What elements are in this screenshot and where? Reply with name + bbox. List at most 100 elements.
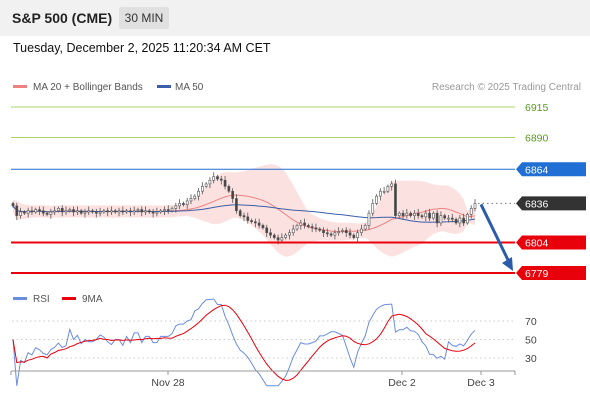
candle xyxy=(367,210,371,230)
candle-body xyxy=(272,234,276,238)
rsi-legend-swatch xyxy=(13,297,27,300)
candle xyxy=(45,211,49,217)
rsi-ma-legend-swatch xyxy=(62,297,76,300)
candle xyxy=(254,218,257,228)
candle-body xyxy=(466,214,469,224)
candle xyxy=(170,206,174,213)
level-tag xyxy=(516,162,586,177)
ma50-legend-label: MA 50 xyxy=(175,82,204,93)
level-tag xyxy=(516,196,586,211)
candle-body xyxy=(45,212,49,215)
candle xyxy=(257,218,261,229)
candle xyxy=(219,175,223,185)
level-pivot: 6864 xyxy=(11,162,586,177)
candle xyxy=(242,212,246,222)
interval-button[interactable]: 30 MIN xyxy=(119,7,169,29)
candle xyxy=(401,210,405,220)
candle-body xyxy=(197,190,200,197)
candle xyxy=(322,227,325,237)
candle xyxy=(94,208,98,218)
candle xyxy=(458,215,462,228)
candle-body xyxy=(49,211,53,215)
candle xyxy=(26,207,30,218)
candle xyxy=(318,227,322,233)
candle xyxy=(15,202,19,220)
candle-body xyxy=(182,203,185,205)
candle-body xyxy=(397,212,401,216)
candle-body xyxy=(352,234,356,238)
candle xyxy=(469,205,473,219)
candle xyxy=(185,197,189,209)
candle xyxy=(443,213,447,220)
candle-body xyxy=(155,211,159,214)
candle-body xyxy=(38,209,41,212)
candle-body xyxy=(378,190,382,197)
candle xyxy=(19,207,22,219)
ma20-legend-label: MA 20 + Bollinger Bands xyxy=(33,82,143,93)
candle xyxy=(314,223,318,233)
candle-body xyxy=(405,212,409,216)
candle-body xyxy=(291,228,295,234)
candle-body xyxy=(204,183,208,187)
candle xyxy=(288,229,291,240)
candle-body xyxy=(443,215,447,219)
candle-body xyxy=(11,203,15,207)
candle xyxy=(432,211,435,220)
candle-body xyxy=(386,186,390,192)
candle-body xyxy=(113,210,117,213)
candle-body xyxy=(132,210,136,213)
candle xyxy=(208,177,212,189)
rsi-gridline: 30 xyxy=(12,353,537,365)
candle xyxy=(390,180,394,191)
candle-body xyxy=(94,211,98,214)
level-tag xyxy=(516,266,586,280)
level-last: 6836 xyxy=(478,196,586,211)
candle-body xyxy=(394,183,397,216)
candle-body xyxy=(295,225,299,230)
candle xyxy=(140,206,144,217)
level-label: 6890 xyxy=(525,133,549,145)
candle xyxy=(193,194,197,201)
candle-body xyxy=(409,212,412,216)
candle xyxy=(371,199,375,217)
candle-body xyxy=(136,209,140,212)
candle xyxy=(291,224,295,236)
rsi-tick-label: 70 xyxy=(525,316,537,328)
candle-body xyxy=(26,210,30,214)
candle xyxy=(348,228,352,239)
candle-body xyxy=(462,217,465,224)
candle xyxy=(60,205,64,217)
candle xyxy=(83,208,87,218)
candle xyxy=(386,184,390,194)
x-tick-label: Dec 3 xyxy=(467,377,495,389)
level-label: 6915 xyxy=(525,102,549,114)
candle xyxy=(250,218,253,224)
candle-body xyxy=(280,237,284,241)
candle-body xyxy=(356,232,359,238)
candle xyxy=(409,211,412,218)
candle xyxy=(344,227,348,237)
candle xyxy=(117,207,121,217)
candle xyxy=(363,223,367,231)
candle xyxy=(68,207,72,213)
x-tick-label: Nov 28 xyxy=(151,377,184,389)
candle xyxy=(182,201,185,207)
candle-body xyxy=(174,205,178,209)
candle xyxy=(284,233,287,240)
candle xyxy=(473,199,477,212)
rsi-tick-label: 50 xyxy=(525,335,537,347)
candle xyxy=(265,224,269,237)
candle-body xyxy=(269,232,272,236)
candle-body xyxy=(201,186,204,192)
candle xyxy=(405,208,409,219)
candle xyxy=(413,210,416,220)
candle-body xyxy=(121,210,125,213)
candle-body xyxy=(117,210,121,213)
candle xyxy=(64,206,68,216)
candle xyxy=(394,179,397,219)
candle-body xyxy=(435,212,439,224)
candle xyxy=(98,207,102,217)
candle-body xyxy=(76,210,79,213)
candle-body xyxy=(360,228,363,234)
candle-body xyxy=(432,212,435,219)
